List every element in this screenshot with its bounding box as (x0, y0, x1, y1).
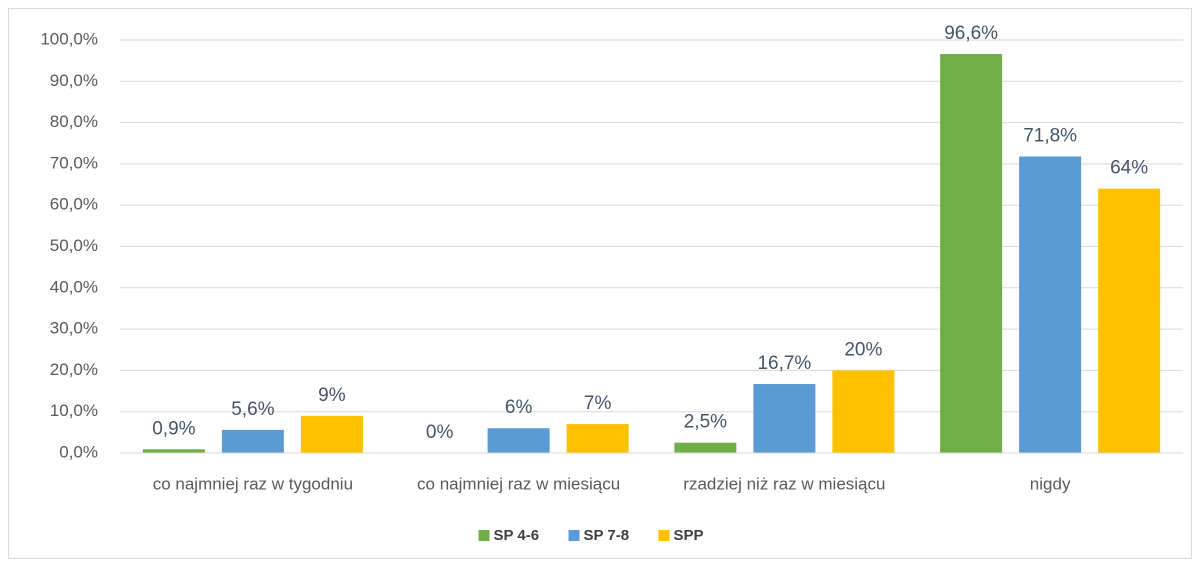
value-label: 9% (318, 385, 346, 406)
y-tick-label: 50,0% (50, 236, 98, 255)
y-tick-label: 60,0% (50, 195, 98, 214)
value-label: 5,6% (231, 399, 274, 420)
value-label: 16,7% (757, 353, 811, 374)
y-tick-label: 80,0% (50, 112, 98, 131)
bar (487, 428, 550, 453)
bar (1019, 156, 1082, 453)
y-tick-label: 70,0% (50, 153, 98, 172)
legend-label: SPP (674, 527, 704, 544)
value-label: 7% (584, 393, 612, 414)
legend-swatch (478, 530, 490, 541)
y-tick-label: 90,0% (50, 71, 98, 90)
x-tick-label: rzadziej niż raz w miesiącu (683, 474, 885, 493)
y-tick-label: 10,0% (50, 401, 98, 420)
bar (940, 54, 1003, 454)
y-tick-label: 40,0% (50, 277, 98, 296)
bar (300, 415, 363, 453)
bar (1098, 188, 1161, 453)
bar (221, 429, 284, 453)
legend-label: SP 7-8 (584, 527, 630, 544)
x-tick-label: co najmniej raz w miesiącu (417, 474, 620, 493)
bar (566, 424, 629, 453)
x-tick-label: co najmniej raz w tygodniu (153, 474, 353, 493)
value-label: 71,8% (1023, 125, 1077, 146)
bar (674, 442, 737, 453)
bar (753, 384, 816, 453)
value-label: 0,9% (152, 418, 195, 439)
legend-swatch (568, 530, 580, 541)
bar (832, 370, 895, 453)
bar (142, 449, 205, 453)
y-tick-label: 100,0% (40, 29, 98, 48)
value-label: 2,5% (684, 412, 727, 433)
y-tick-label: 30,0% (50, 319, 98, 338)
x-tick-label: nigdy (1030, 474, 1071, 493)
value-label: 0% (426, 422, 454, 443)
legend-swatch (658, 530, 670, 541)
y-tick-label: 20,0% (50, 360, 98, 379)
value-label: 20% (844, 339, 882, 360)
value-label: 64% (1110, 158, 1148, 179)
value-label: 6% (505, 397, 533, 418)
value-label: 96,6% (944, 23, 998, 44)
legend-label: SP 4-6 (494, 527, 540, 544)
y-tick-label: 0,0% (59, 442, 98, 461)
